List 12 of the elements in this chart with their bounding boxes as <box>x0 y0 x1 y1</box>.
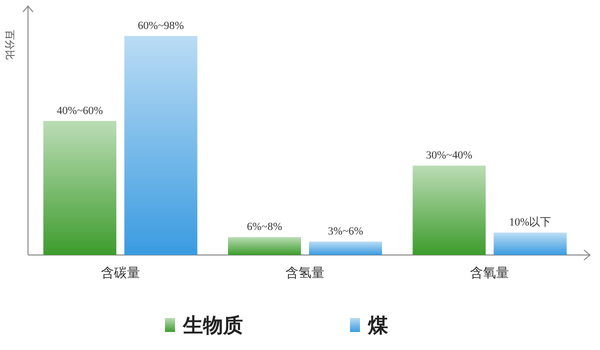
legend-label: 煤 <box>367 315 389 337</box>
x-tick-label: 含氧量 <box>470 265 510 280</box>
data-label: 6%~8% <box>246 221 282 234</box>
data-label: 10%以下 <box>509 216 552 229</box>
x-tick-label: 含碳量 <box>100 265 140 280</box>
data-label: 3%~6% <box>328 226 364 238</box>
legend-label: 生物质 <box>182 314 243 337</box>
data-label: 30%~40% <box>426 150 472 162</box>
data-label: 60%~98% <box>138 20 184 32</box>
x-tick-label: 含氢量 <box>286 265 324 280</box>
data-label: 40%~60% <box>56 104 103 117</box>
y-axis-title: 百分比 <box>4 30 16 60</box>
